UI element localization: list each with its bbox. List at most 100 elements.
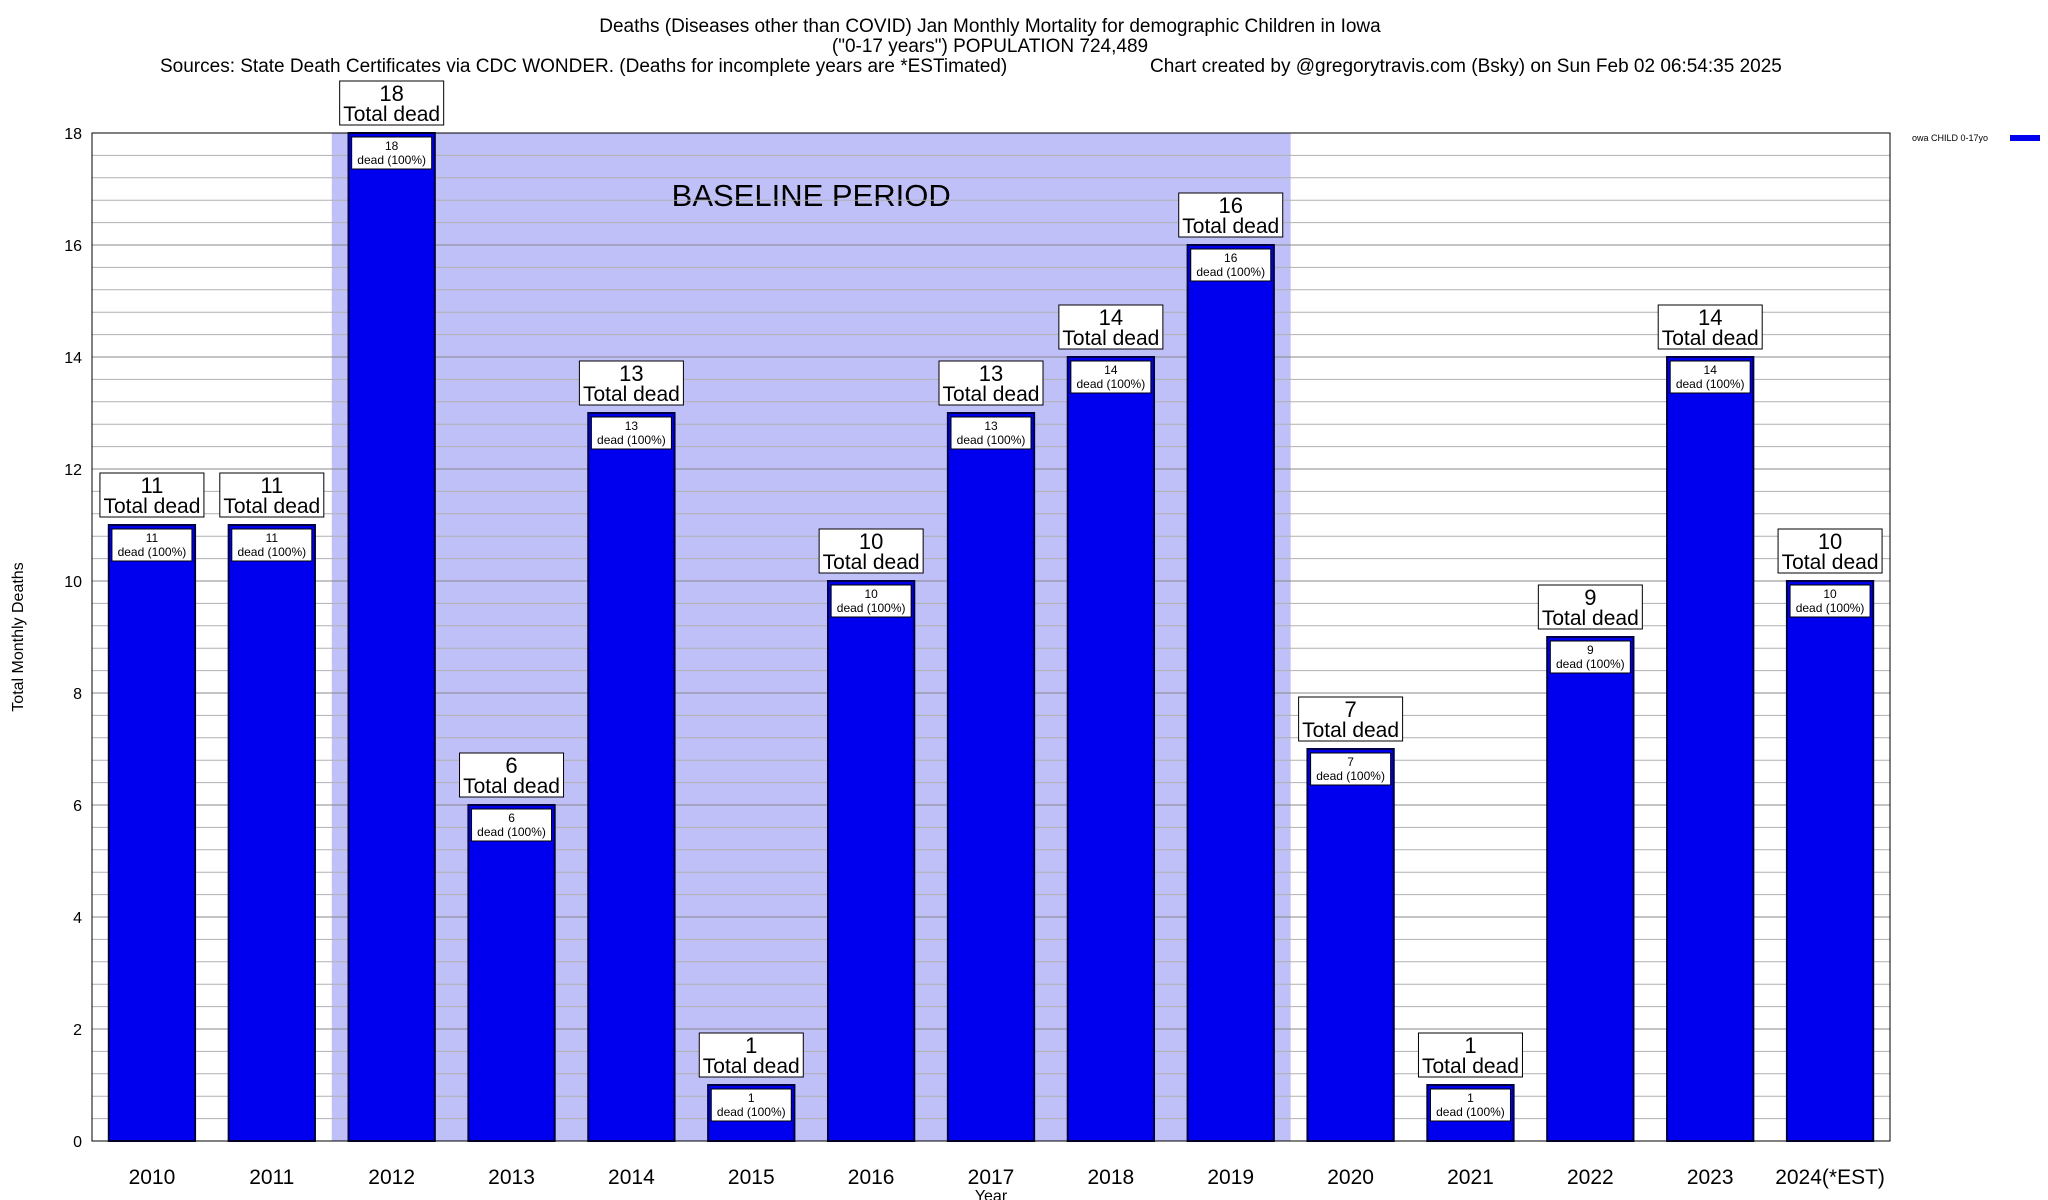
inner-label-box: [1190, 248, 1272, 282]
top-value-label: 18: [379, 81, 403, 106]
x-tick-label: 2013: [488, 1166, 535, 1189]
inner-percent-label: dead (100%): [717, 1105, 786, 1119]
x-tick-label: 2011: [249, 1166, 294, 1189]
top-value-label: 13: [979, 361, 1003, 386]
y-tick-label: 10: [64, 574, 82, 591]
x-tick-label: 2024(*EST): [1775, 1166, 1885, 1189]
inner-percent-label: dead (100%): [118, 545, 187, 559]
bar-2013: [467, 804, 556, 1142]
y-tick-label: 14: [64, 350, 82, 367]
top-value-label: 9: [1584, 585, 1596, 610]
inner-label-box: [351, 136, 433, 170]
top-value-label: 14: [1698, 305, 1722, 330]
top-value-label: 1: [1464, 1033, 1476, 1058]
inner-value-label: 6: [508, 811, 515, 825]
bars-layer: [107, 132, 1875, 1142]
inner-value-label: 7: [1347, 755, 1354, 769]
bar-2012: [347, 132, 436, 1142]
titles-layer: Deaths (Diseases other than COVID) Jan M…: [160, 16, 2040, 143]
bar-2017: [946, 412, 1036, 1142]
inner-value-label: 18: [385, 139, 399, 153]
inner-percent-label: dead (100%): [1077, 377, 1146, 391]
chart-title-line-2: ("0-17 years") POPULATION 724,489: [832, 36, 1148, 57]
chart-sources: Sources: State Death Certificates via CD…: [160, 56, 1007, 77]
top-label-box: [818, 528, 924, 574]
top-total-label: Total dead: [1542, 607, 1639, 630]
inner-value-label: 1: [1467, 1091, 1474, 1105]
inner-value-label: 10: [1823, 587, 1837, 601]
inner-percent-label: dead (100%): [237, 545, 306, 559]
chart-credit: Chart created by @gregorytravis.com (Bsk…: [1150, 56, 1782, 77]
inner-label-box: [1789, 584, 1871, 618]
inner-label-box: [590, 416, 672, 450]
x-tick-label: 2023: [1687, 1166, 1734, 1189]
y-tick-label: 6: [73, 798, 82, 815]
inner-percent-label: dead (100%): [597, 433, 666, 447]
top-value-label: 11: [260, 473, 283, 498]
legend-swatch: [2010, 135, 2040, 141]
bar-2011: [227, 524, 316, 1142]
top-total-label: Total dead: [1782, 551, 1879, 574]
x-tick-label: 2022: [1567, 1166, 1614, 1189]
bar-2010: [107, 524, 197, 1142]
baseline-period-label: BASELINE PERIOD: [672, 178, 951, 213]
x-tick-label: 2014: [608, 1166, 655, 1189]
top-value-label: 10: [859, 529, 883, 554]
inner-percent-label: dead (100%): [1676, 377, 1745, 391]
bar-2016: [826, 580, 916, 1142]
inner-value-label: 1: [748, 1091, 755, 1105]
top-label-box: [698, 1032, 804, 1078]
x-tick-label: 2010: [129, 1166, 176, 1189]
y-axis-title: Total Monthly Deaths: [10, 562, 27, 711]
y-tick-label: 16: [64, 238, 82, 255]
inner-label-box: [830, 584, 912, 618]
inner-label-box: [1070, 360, 1152, 394]
inner-percent-label: dead (100%): [1316, 769, 1385, 783]
top-label-box: [1417, 1032, 1523, 1078]
y-tick-label: 0: [73, 1134, 82, 1151]
top-total-label: Total dead: [703, 1055, 800, 1078]
top-label-box: [1537, 584, 1643, 630]
top-label-box: [1777, 528, 1883, 574]
top-label-box: [1657, 304, 1763, 350]
inner-percent-label: dead (100%): [1556, 657, 1625, 671]
inner-label-box: [1669, 360, 1751, 394]
x-tick-label: 2015: [728, 1166, 775, 1189]
top-total-label: Total dead: [823, 551, 920, 574]
inner-value-label: 14: [1104, 363, 1118, 377]
inner-label-box: [1549, 640, 1631, 674]
inner-percent-label: dead (100%): [1196, 265, 1265, 279]
x-tick-label: 2012: [368, 1166, 415, 1189]
inner-label-box: [1310, 752, 1392, 786]
bar-2018: [1066, 356, 1156, 1142]
inner-percent-label: dead (100%): [1796, 601, 1865, 615]
top-value-label: 1: [745, 1033, 757, 1058]
top-value-label: 10: [1818, 529, 1842, 554]
x-tick-label: 2016: [848, 1166, 895, 1189]
bar-2023: [1666, 356, 1755, 1142]
top-label-box: [459, 752, 565, 798]
x-tick-label: 2018: [1088, 1166, 1135, 1189]
inner-value-label: 11: [146, 531, 159, 545]
y-tick-label: 4: [73, 910, 82, 927]
bar-2019: [1186, 244, 1275, 1142]
top-total-label: Total dead: [1302, 719, 1399, 742]
top-value-label: 6: [505, 753, 517, 778]
top-total-label: Total dead: [343, 103, 440, 126]
inner-label-box: [231, 528, 313, 562]
inner-label-box: [1429, 1088, 1511, 1122]
legend-label: owa CHILD 0-17yo: [1912, 133, 1988, 143]
top-value-label: 13: [619, 361, 643, 386]
top-label-box: [339, 80, 445, 126]
inner-label-box: [111, 528, 193, 562]
inner-percent-label: dead (100%): [837, 601, 906, 615]
inner-percent-label: dead (100%): [357, 153, 426, 167]
top-total-label: Total dead: [1662, 327, 1759, 350]
inner-label-box: [471, 808, 553, 842]
top-total-label: Total dead: [1062, 327, 1159, 350]
y-tick-label: 12: [64, 462, 82, 479]
top-value-label: 14: [1099, 305, 1123, 330]
